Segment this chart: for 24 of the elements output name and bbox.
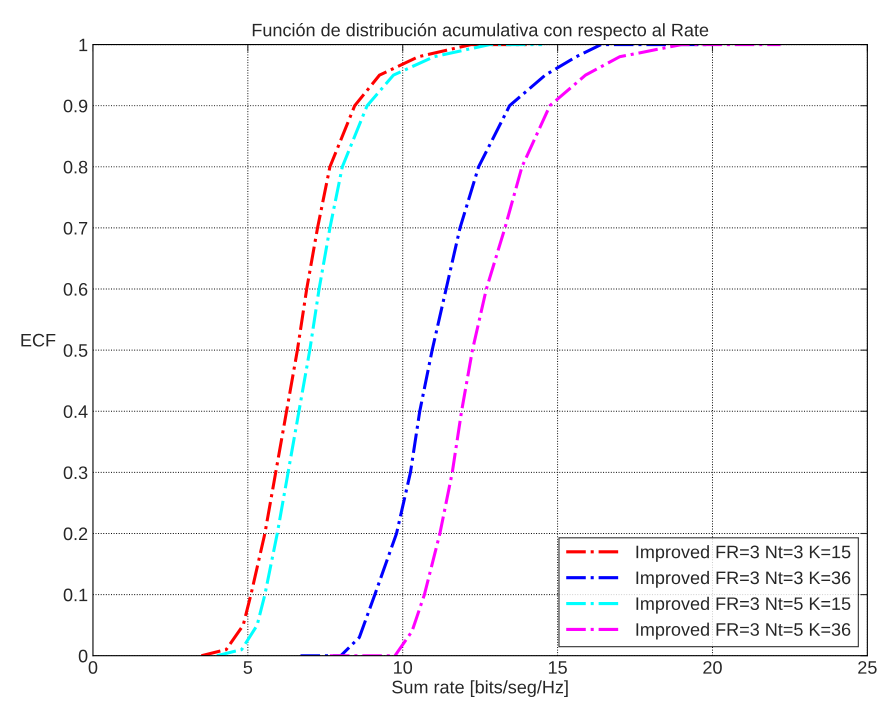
x-tick-label: 20: [703, 661, 722, 674]
legend-label: Improved FR=3 Nt=3 K=36: [636, 570, 850, 588]
x-tick-label: 10: [394, 661, 412, 674]
y-tick-label: 0.7: [64, 222, 88, 235]
legend-label: Improved FR=3 Nt=5 K=15: [636, 596, 850, 614]
x-tick-label: 25: [858, 661, 877, 674]
legend-label: Improved FR=3 Nt=5 K=36: [636, 622, 850, 640]
y-tick-label: 1: [79, 38, 88, 52]
x-axis-title: Sum rate [bits/seg/Hz]: [392, 680, 568, 698]
legend-label: Improved FR=3 Nt=3 K=15: [636, 545, 850, 562]
y-tick-label: 0.1: [64, 588, 88, 602]
y-tick-label: 0.2: [64, 527, 88, 540]
x-tick-label: 0: [88, 661, 98, 674]
x-tick-label: 5: [244, 661, 252, 674]
y-tick-label: 0.4: [64, 405, 88, 418]
x-tick-label: 15: [548, 661, 567, 674]
y-tick-label: 0.3: [64, 466, 88, 480]
y-tick-label: 0.8: [64, 160, 88, 174]
y-axis-title: ECF: [21, 334, 56, 347]
y-tick-label: 0: [78, 650, 88, 662]
y-tick-label: 0.5: [64, 344, 88, 357]
y-tick-label: 0.9: [64, 100, 88, 112]
y-tick-label: 0.6: [64, 282, 88, 296]
chart-title: Función de distribución acumulativa con respecto al Rate: [252, 22, 708, 40]
